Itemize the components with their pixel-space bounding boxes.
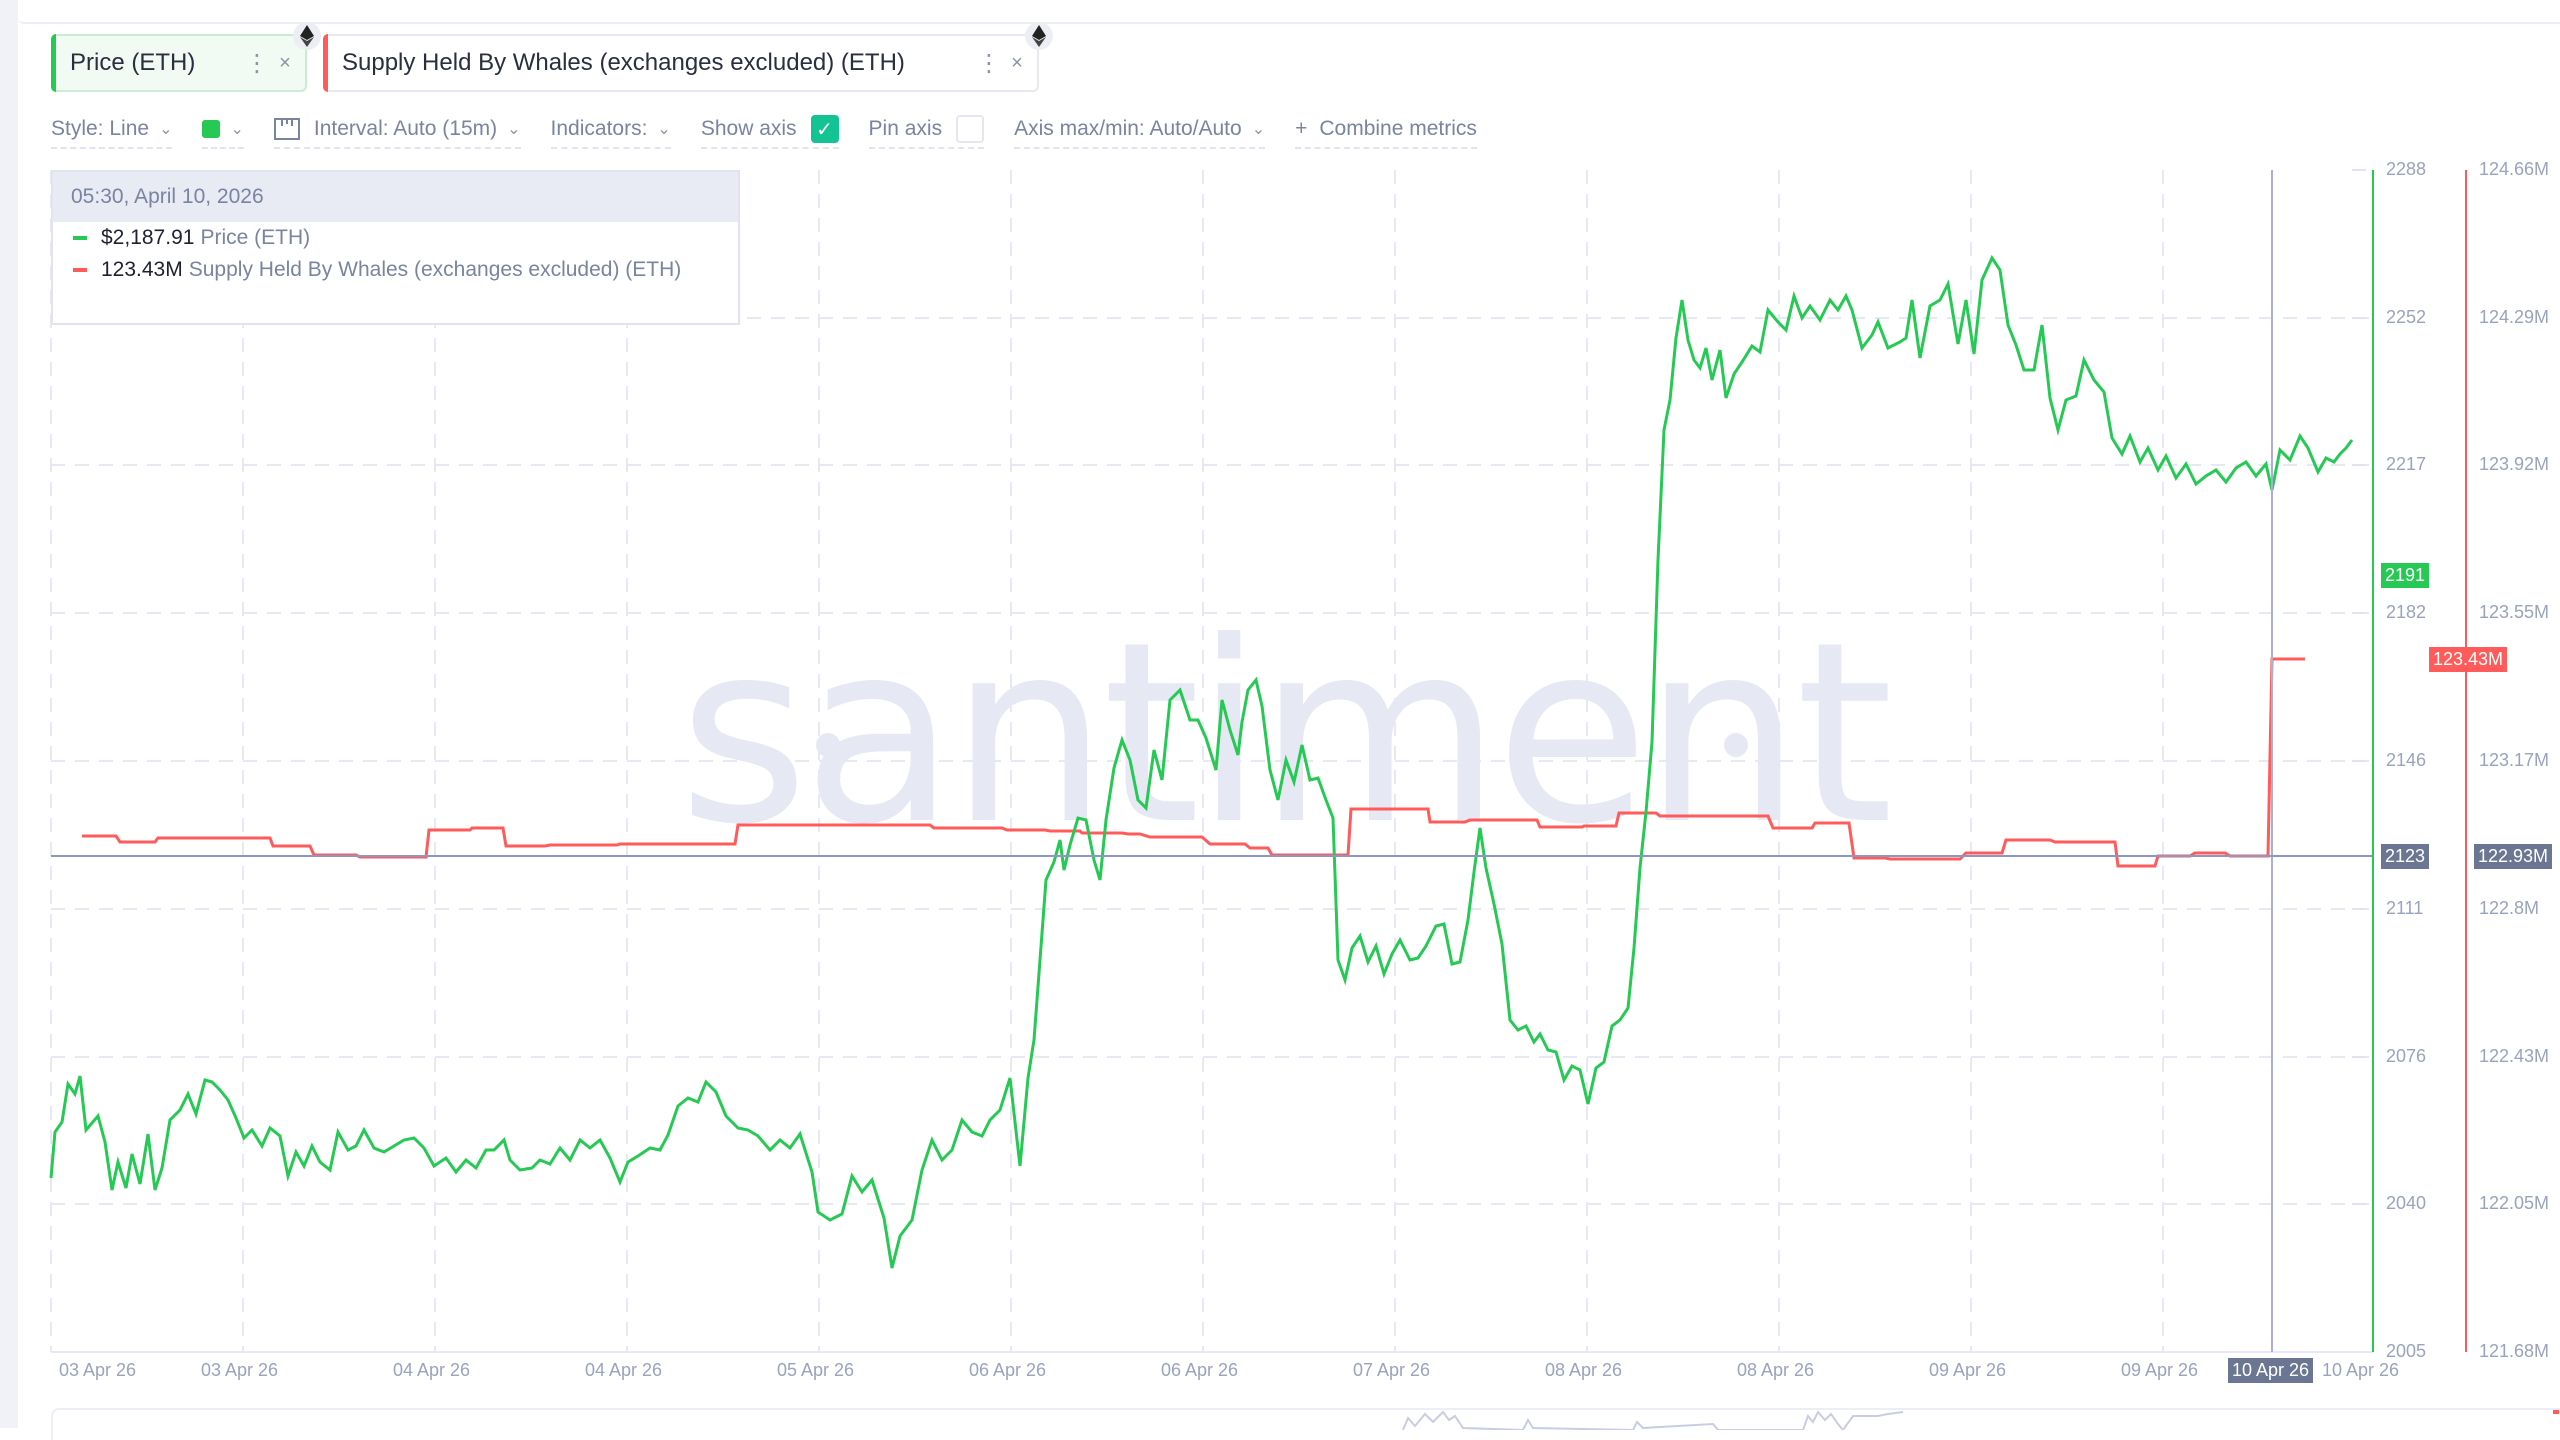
whales-current-badge: 123.43M xyxy=(2429,647,2508,672)
price-axis-label: 2111 xyxy=(2386,898,2424,918)
grid-vertical xyxy=(50,170,2164,1352)
x-axis-label: 09 Apr 26 xyxy=(2121,1360,2199,1380)
combine-metrics-label: Combine metrics xyxy=(1319,117,1477,140)
x-axis-label: 05 Apr 26 xyxy=(777,1360,855,1380)
axis-maxmin-dropdown[interactable]: Axis max/min: Auto/Auto ⌄ xyxy=(1014,111,1266,149)
close-icon[interactable]: × xyxy=(1011,51,1023,74)
crosshair-date-badge: 10 Apr 26 xyxy=(2228,1358,2314,1383)
whales-axis-label: 124.29M xyxy=(2479,307,2550,327)
grid-horizontal xyxy=(51,317,2370,1205)
axis-maxmin-label: Axis max/min: Auto/Auto xyxy=(1014,117,1242,140)
metric-tab-whales[interactable]: Supply Held By Whales (exchanges exclude… xyxy=(323,22,1053,92)
close-icon[interactable]: × xyxy=(279,51,291,74)
kebab-icon[interactable]: ⋮ xyxy=(245,49,269,77)
tooltip-metric-name: Price (ETH) xyxy=(200,226,311,249)
whales-crosshair-badge: 122.93M xyxy=(2474,844,2553,869)
whales-axis-label: 123.17M xyxy=(2479,750,2550,770)
price-axis-label: 2182 xyxy=(2386,602,2427,622)
whales-axis-label: 122.43M xyxy=(2479,1046,2550,1066)
pin-axis-label: Pin axis xyxy=(868,117,943,140)
whales-axis-label: 122.8M xyxy=(2479,898,2540,918)
chevron-down-icon: ⌄ xyxy=(657,121,671,138)
interval-dropdown[interactable]: Interval: Auto (15m) ⌄ xyxy=(273,111,521,149)
plus-icon: + xyxy=(1295,117,1308,140)
price-axis-label: 2005 xyxy=(2386,1341,2427,1361)
interval-label: Interval: Auto (15m) xyxy=(313,117,498,140)
tooltip-timestamp: 05:30, April 10, 2026 xyxy=(53,172,738,222)
tooltip-row-whales: 123.43M Supply Held By Whales (exchanges… xyxy=(53,254,738,286)
whales-axis-label: 121.68M xyxy=(2479,1341,2550,1361)
navigator-preview xyxy=(1402,1410,2559,1432)
show-axis-toggle[interactable]: Show axis ✓ xyxy=(700,111,839,149)
price-axis-ticks xyxy=(2352,169,2366,1205)
price-axis-label: 2252 xyxy=(2386,307,2427,327)
kebab-icon[interactable]: ⋮ xyxy=(977,49,1001,77)
whales-axis-label: 124.66M xyxy=(2479,159,2550,179)
metric-color-bar xyxy=(323,34,328,92)
metric-color-bar xyxy=(51,34,56,92)
legend-swatch-price xyxy=(73,236,87,240)
tooltip-metric-name: Supply Held By Whales (exchanges exclude… xyxy=(188,258,682,281)
x-axis-label: 08 Apr 26 xyxy=(1737,1360,1815,1380)
x-axis-label: 06 Apr 26 xyxy=(969,1360,1047,1380)
tooltip-row-price: $2,187.91 Price (ETH) xyxy=(53,222,738,254)
style-label: Style: Line xyxy=(51,117,150,140)
price-axis-label: 2288 xyxy=(2386,159,2427,179)
style-dropdown[interactable]: Style: Line ⌄ xyxy=(51,111,173,149)
indicators-dropdown[interactable]: Indicators: ⌄ xyxy=(550,111,671,149)
combine-metrics-button[interactable]: + Combine metrics xyxy=(1295,111,1477,149)
color-swatch xyxy=(202,120,221,138)
whales-axis-label: 122.05M xyxy=(2479,1193,2550,1213)
pin-axis-checkbox[interactable] xyxy=(956,115,985,143)
metric-label: Supply Held By Whales (exchanges exclude… xyxy=(342,49,905,76)
metric-label: Price (ETH) xyxy=(70,49,196,76)
chart-tooltip: 05:30, April 10, 2026 $2,187.91 Price (E… xyxy=(51,170,740,325)
chevron-down-icon: ⌄ xyxy=(507,121,521,138)
chevron-down-icon: ⌄ xyxy=(159,121,173,138)
left-gutter xyxy=(0,0,18,1428)
price-series-line xyxy=(49,254,2354,1269)
show-axis-checkbox[interactable]: ✓ xyxy=(810,115,839,143)
color-dropdown[interactable]: ⌄ xyxy=(202,111,244,149)
x-axis-label: 06 Apr 26 xyxy=(1161,1360,1239,1380)
price-crosshair-badge: 2123 xyxy=(2381,844,2430,869)
x-axis-label: 03 Apr 26 xyxy=(201,1360,279,1380)
tooltip-value: 123.43M xyxy=(101,258,183,281)
x-axis-label: 08 Apr 26 xyxy=(1545,1360,1623,1380)
whales-series-line xyxy=(82,657,2305,868)
chevron-down-icon: ⌄ xyxy=(1251,121,1266,138)
ethereum-icon xyxy=(293,22,321,50)
legend-swatch-whales xyxy=(73,268,87,272)
tooltip-value: $2,187.91 xyxy=(101,226,195,249)
x-axis-label: 07 Apr 26 xyxy=(1353,1360,1431,1380)
top-panel xyxy=(18,0,2560,24)
price-current-badge: 2191 xyxy=(2381,563,2430,588)
x-axis-label: 04 Apr 26 xyxy=(585,1360,663,1380)
x-axis-label: 09 Apr 26 xyxy=(1929,1360,2007,1380)
x-axis-label: 10 Apr 26 xyxy=(2322,1360,2400,1380)
whales-axis-label: 123.92M xyxy=(2479,454,2550,474)
price-axis-label: 2076 xyxy=(2386,1046,2427,1066)
ruler-icon xyxy=(273,118,300,140)
pin-axis-toggle[interactable]: Pin axis xyxy=(868,111,985,149)
chart-toolbar: Style: Line ⌄ ⌄ Interval: Auto (15m) ⌄ I… xyxy=(51,110,1507,150)
chart-navigator[interactable] xyxy=(51,1408,2560,1440)
price-axis-label: 2146 xyxy=(2386,750,2427,770)
price-axis-label: 2040 xyxy=(2386,1193,2427,1213)
indicators-label: Indicators: xyxy=(550,117,648,140)
price-axis-label: 2217 xyxy=(2386,454,2427,474)
santiment-watermark: santiment xyxy=(678,588,1888,879)
whales-axis-label: 123.55M xyxy=(2479,602,2550,622)
chevron-down-icon: ⌄ xyxy=(230,121,244,138)
show-axis-label: Show axis xyxy=(700,117,797,140)
x-axis-label: 03 Apr 26 xyxy=(59,1360,137,1380)
metric-tab-price[interactable]: Price (ETH) ⋮ × xyxy=(51,22,321,92)
ethereum-icon xyxy=(1025,22,1053,50)
x-axis-label: 04 Apr 26 xyxy=(393,1360,471,1380)
